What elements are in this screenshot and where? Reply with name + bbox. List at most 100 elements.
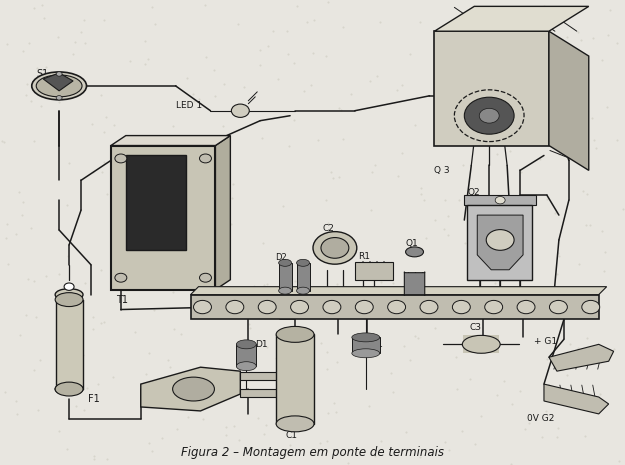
Bar: [355, 262, 392, 280]
Point: [35, 356, 45, 363]
Point: [492, 16, 502, 23]
Point: [189, 97, 199, 105]
Bar: [241, 389, 290, 397]
Point: [591, 290, 601, 298]
Point: [352, 345, 362, 352]
Point: [370, 161, 380, 169]
Point: [107, 373, 118, 380]
Point: [283, 290, 293, 297]
Point: [365, 77, 375, 85]
Point: [354, 311, 364, 318]
Point: [571, 390, 581, 397]
Point: [193, 389, 203, 396]
Point: [412, 334, 422, 342]
Point: [63, 252, 73, 259]
Point: [562, 33, 572, 41]
Point: [119, 219, 129, 226]
Point: [321, 53, 331, 60]
Point: [471, 303, 481, 311]
Text: F1: F1: [88, 394, 100, 404]
Point: [499, 61, 509, 68]
Point: [439, 196, 449, 203]
Point: [539, 2, 549, 10]
Text: Z1: Z1: [372, 340, 384, 349]
Bar: [241, 372, 290, 380]
Bar: [352, 338, 380, 353]
Point: [156, 232, 166, 240]
Point: [29, 277, 39, 285]
Point: [173, 166, 182, 173]
Point: [511, 247, 521, 254]
Point: [102, 455, 112, 463]
Point: [422, 310, 432, 318]
Point: [22, 80, 32, 88]
Point: [61, 445, 71, 453]
Point: [369, 270, 379, 278]
Point: [80, 39, 90, 46]
Point: [224, 287, 234, 294]
Point: [537, 433, 547, 441]
Point: [556, 110, 566, 118]
Point: [1, 40, 11, 48]
Point: [176, 394, 186, 401]
Point: [406, 357, 416, 364]
Point: [144, 349, 154, 357]
Point: [499, 193, 509, 201]
Text: B: B: [497, 101, 502, 110]
Point: [299, 423, 309, 431]
Point: [470, 440, 480, 447]
Polygon shape: [544, 384, 609, 414]
Point: [554, 252, 564, 260]
Point: [466, 78, 476, 86]
Point: [524, 419, 534, 426]
Point: [594, 390, 604, 398]
Point: [609, 345, 619, 353]
Point: [322, 438, 332, 445]
Point: [183, 413, 193, 420]
Point: [299, 396, 309, 404]
Point: [415, 453, 425, 460]
Point: [551, 394, 561, 401]
Point: [101, 113, 111, 121]
Bar: [463, 335, 499, 353]
Point: [54, 427, 64, 435]
Point: [176, 330, 186, 337]
Point: [29, 138, 39, 145]
Point: [516, 29, 526, 36]
Point: [393, 172, 403, 179]
Point: [0, 389, 10, 396]
Point: [282, 284, 292, 292]
Point: [144, 439, 154, 446]
Bar: [434, 31, 549, 146]
Point: [508, 400, 518, 408]
Point: [568, 137, 578, 144]
Point: [200, 373, 210, 381]
Point: [87, 121, 97, 128]
Point: [542, 196, 552, 203]
Polygon shape: [43, 73, 73, 91]
Point: [346, 90, 356, 98]
Point: [80, 279, 90, 287]
Point: [458, 309, 468, 317]
Point: [449, 58, 459, 66]
Point: [70, 38, 80, 45]
Point: [258, 239, 268, 247]
Point: [23, 275, 33, 282]
Point: [210, 450, 220, 458]
Point: [322, 348, 332, 355]
Circle shape: [64, 283, 74, 290]
Bar: [276, 334, 314, 424]
Point: [514, 27, 524, 34]
Point: [188, 184, 198, 191]
Point: [323, 409, 333, 417]
Point: [399, 343, 409, 350]
Point: [210, 92, 220, 100]
Point: [539, 385, 549, 392]
Point: [76, 28, 86, 36]
Point: [226, 220, 236, 227]
Polygon shape: [478, 215, 523, 270]
Point: [99, 128, 109, 136]
Point: [116, 250, 126, 257]
Point: [232, 346, 242, 354]
FancyBboxPatch shape: [404, 272, 425, 296]
